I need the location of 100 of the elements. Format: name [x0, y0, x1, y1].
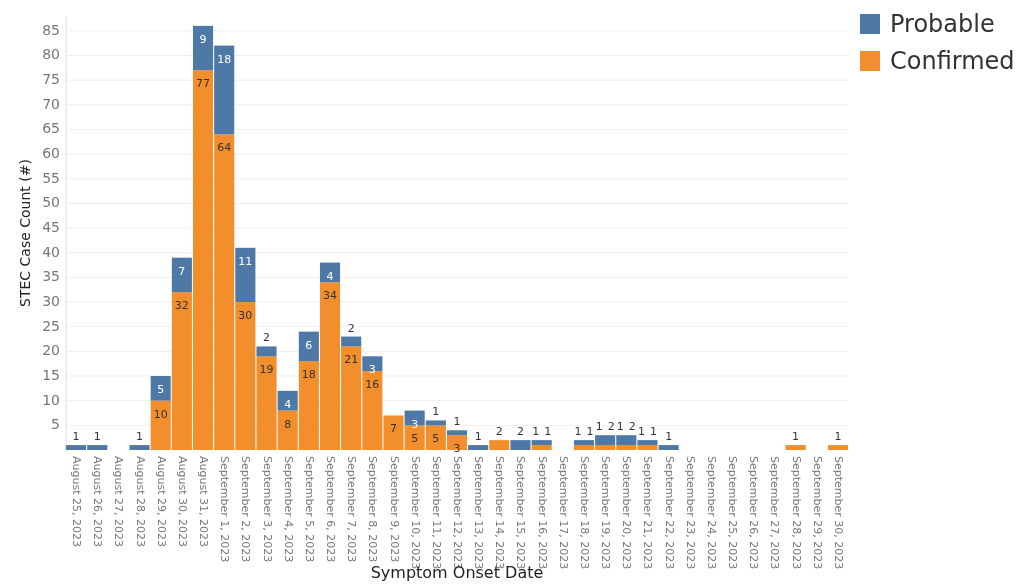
data-label: 64 [217, 141, 232, 155]
legend-label: Confirmed [890, 47, 1015, 75]
x-tick-label: August 27, 2023 [112, 456, 126, 547]
data-label: 2 [607, 420, 615, 434]
y-tick-label: 10 [42, 391, 60, 408]
data-label: 1 [72, 430, 80, 444]
data-label: 1 [792, 430, 800, 444]
x-tick-label: September 22, 2023 [662, 456, 676, 570]
data-label: 5 [432, 432, 440, 446]
x-tick-label: August 28, 2023 [133, 456, 147, 547]
data-label: 8 [284, 417, 292, 431]
x-tick-label: September 20, 2023 [620, 456, 634, 570]
data-label: 34 [323, 289, 338, 303]
data-label: 1 [616, 420, 624, 434]
data-label: 11 [238, 254, 253, 268]
y-tick-label: 55 [42, 169, 60, 186]
y-axis-title: STEC Case Count (#) [17, 159, 33, 307]
y-tick-label: 40 [42, 243, 60, 260]
x-tick-label: September 24, 2023 [704, 456, 718, 570]
bar [341, 336, 362, 347]
x-tick-label: September 8, 2023 [366, 456, 380, 563]
y-tick-label: 20 [42, 342, 60, 359]
data-label: 18 [217, 52, 232, 66]
data-label: 2 [516, 425, 524, 439]
x-tick-label: September 1, 2023 [218, 456, 232, 563]
x-tick-label: September 21, 2023 [641, 456, 655, 570]
data-label: 6 [305, 338, 313, 352]
bar [531, 445, 552, 450]
data-label: 1 [637, 425, 645, 439]
data-label: 2 [628, 420, 636, 434]
x-tick-label: September 7, 2023 [345, 456, 359, 563]
legend-label: Probable [890, 10, 995, 38]
data-label: 5 [157, 383, 165, 397]
data-label: 4 [326, 269, 334, 283]
x-tick-label: September 18, 2023 [577, 456, 591, 570]
x-tick-label: September 30, 2023 [831, 456, 845, 570]
data-label: 1 [649, 425, 657, 439]
bar [171, 257, 192, 293]
x-tick-label: September 26, 2023 [747, 456, 761, 570]
x-tick-label: September 5, 2023 [302, 456, 316, 563]
x-tick-label: August 26, 2023 [91, 456, 105, 547]
x-tick-label: September 6, 2023 [324, 456, 338, 563]
x-tick-label: September 25, 2023 [726, 456, 740, 570]
y-tick-label: 5 [51, 416, 60, 433]
x-tick-label: August 25, 2023 [70, 456, 84, 547]
data-label: 1 [432, 405, 440, 419]
bar [658, 445, 679, 450]
y-tick-label: 70 [42, 95, 60, 112]
x-tick-label: September 17, 2023 [556, 456, 570, 570]
x-tick-label: September 28, 2023 [789, 456, 803, 570]
y-tick-label: 65 [42, 120, 60, 137]
bar [129, 445, 150, 450]
data-label: 19 [259, 363, 274, 377]
data-label: 16 [365, 378, 380, 392]
data-label: 30 [238, 309, 253, 323]
data-label: 1 [544, 425, 552, 439]
data-label: 32 [174, 299, 189, 313]
y-tick-label: 25 [42, 317, 60, 334]
x-tick-label: September 29, 2023 [810, 456, 824, 570]
bar [785, 445, 806, 450]
data-label: 77 [196, 77, 211, 91]
y-tick-label: 75 [42, 71, 60, 88]
data-label: 1 [474, 430, 482, 444]
data-label: 2 [347, 321, 355, 335]
bar [150, 376, 171, 401]
data-label: 5 [411, 432, 419, 446]
bar [489, 440, 510, 450]
data-label: 10 [153, 407, 168, 421]
data-label: 2 [263, 331, 271, 345]
data-label: 2 [495, 425, 503, 439]
bar [277, 390, 298, 411]
x-tick-label: September 9, 2023 [387, 456, 401, 563]
y-tick-label: 85 [42, 21, 60, 38]
data-label: 1 [532, 425, 540, 439]
x-tick-label: August 29, 2023 [154, 456, 168, 547]
bar [256, 346, 277, 357]
x-tick-label: August 31, 2023 [197, 456, 211, 547]
data-label: 21 [344, 353, 359, 367]
data-label: 1 [136, 430, 144, 444]
data-label: 1 [665, 430, 673, 444]
data-label: 1 [834, 430, 842, 444]
x-tick-label: September 4, 2023 [281, 456, 295, 563]
data-label: 1 [586, 425, 594, 439]
x-tick-label: September 3, 2023 [260, 456, 274, 563]
y-tick-label: 45 [42, 219, 60, 236]
data-label: 7 [178, 264, 186, 278]
x-tick-label: September 19, 2023 [599, 456, 613, 570]
bar [446, 430, 468, 436]
data-label: 4 [284, 397, 292, 411]
bar [298, 331, 319, 362]
bar [827, 445, 848, 450]
y-tick-label: 60 [42, 145, 60, 162]
x-tick-label: August 30, 2023 [175, 456, 189, 547]
y-tick-label: 80 [42, 46, 60, 63]
bar [235, 247, 256, 303]
y-tick-label: 35 [42, 268, 60, 285]
y-tick-label: 50 [42, 194, 60, 211]
data-label: 1 [574, 425, 582, 439]
y-tick-label: 15 [42, 367, 60, 384]
data-label: 7 [390, 422, 398, 436]
